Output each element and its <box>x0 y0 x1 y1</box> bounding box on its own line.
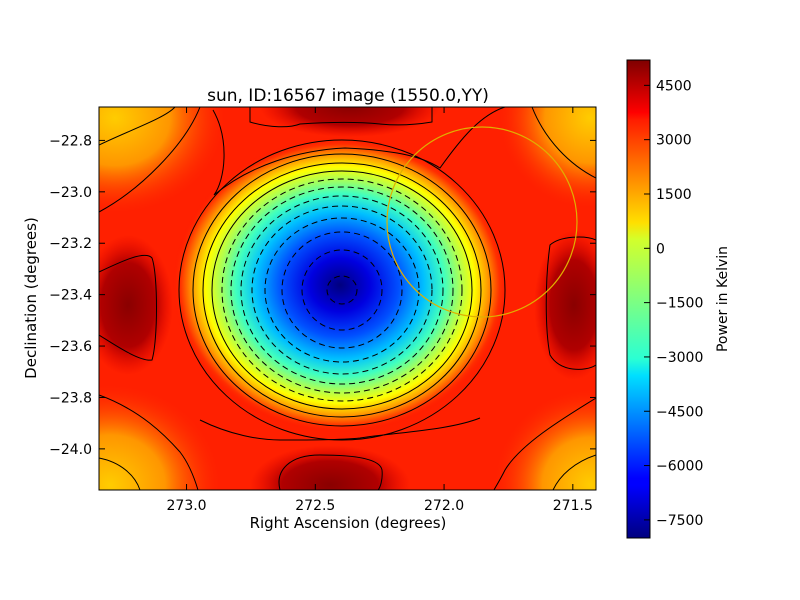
contour-solid <box>99 394 199 490</box>
chart-title: sun, ID:16567 image (1550.0,YY) <box>207 86 489 106</box>
heatmap-corner-bl <box>99 385 220 490</box>
contour-solid <box>278 454 383 490</box>
colorbar-tick-label: 3000 <box>656 133 692 149</box>
heatmap-corner-br <box>495 390 596 490</box>
contour-dashed <box>221 178 463 402</box>
x-axis: 273.0 272.5 272.0 271.5 <box>167 107 593 514</box>
contour-dashed <box>301 249 383 331</box>
contour-dashed <box>281 231 403 349</box>
contour-solid <box>99 254 157 361</box>
contour-dashed <box>251 205 433 375</box>
contour-solid <box>99 107 176 146</box>
heatmap-peak-bottom <box>250 445 410 490</box>
y-tick-label: −23.2 <box>49 236 92 252</box>
contour-solid <box>199 417 481 441</box>
y-tick-label: −23.8 <box>49 390 92 406</box>
y-tick-label: −22.8 <box>49 133 92 149</box>
y-axis-label: Declination (degrees) <box>22 217 40 379</box>
contour-dashed <box>240 195 444 385</box>
x-axis-label: Right Ascension (degrees) <box>250 514 447 532</box>
contour-solid <box>552 454 596 490</box>
contour-dashed <box>264 217 420 363</box>
contour-solid <box>202 162 482 418</box>
contour-solid <box>212 107 506 196</box>
contour-dashed <box>230 186 454 394</box>
y-axis: −22.8 −23.0 −23.2 −23.4 −23.6 −23.8 −24.0 <box>49 133 596 458</box>
y-tick-label: −23.4 <box>49 288 92 304</box>
colorbar-tick-label: 0 <box>656 241 665 257</box>
colorbar-ticks: 4500 3000 1500 0 −1500 −3000 −4500 −6000 −7500 <box>644 78 703 529</box>
x-tick-label: 272.0 <box>424 498 464 514</box>
colorbar-tick-label: 4500 <box>656 78 692 94</box>
colorbar-label: Power in Kelvin <box>715 246 731 352</box>
heatmap-area <box>99 107 596 490</box>
x-tick-label: 273.0 <box>167 498 207 514</box>
heatmap-corner-tl <box>99 107 225 213</box>
colorbar-tick-label: −6000 <box>656 459 703 475</box>
x-tick-label: 272.5 <box>295 498 335 514</box>
contour-lines <box>99 107 596 490</box>
colorbar-tick-label: −7500 <box>656 513 703 529</box>
colorbar-tick-label: −4500 <box>656 404 703 420</box>
x-tick-label: 271.5 <box>553 498 593 514</box>
heatmap-dip <box>172 137 508 433</box>
contour-solid <box>211 170 473 410</box>
contour-solid <box>493 397 596 490</box>
colorbar-gradient <box>626 59 651 539</box>
contour-solid <box>99 107 201 213</box>
y-tick-label: −24.0 <box>49 442 92 458</box>
heatmap-peak-left <box>99 235 173 375</box>
contour-solid <box>99 457 141 490</box>
contour-solid <box>178 139 506 441</box>
sun-disk-circle <box>386 126 578 318</box>
contour-solid <box>531 107 596 179</box>
y-tick-label: −23.0 <box>49 185 92 201</box>
heatmap-corner-tr <box>500 107 596 208</box>
contour-solid <box>192 153 492 427</box>
plot-frame <box>98 106 597 491</box>
colorbar-tick-label: −3000 <box>656 350 703 366</box>
colorbar: 4500 3000 1500 0 −1500 −3000 −4500 −6000 −7500 P… <box>626 59 731 539</box>
heatmap-peak-right <box>534 230 596 380</box>
contour-dashed <box>326 275 358 305</box>
y-tick-label: −23.6 <box>49 339 92 355</box>
contour-solid <box>249 107 433 128</box>
contour-solid <box>545 236 596 370</box>
colorbar-tick-label: 1500 <box>656 187 692 203</box>
colorbar-tick-label: −1500 <box>656 296 703 312</box>
